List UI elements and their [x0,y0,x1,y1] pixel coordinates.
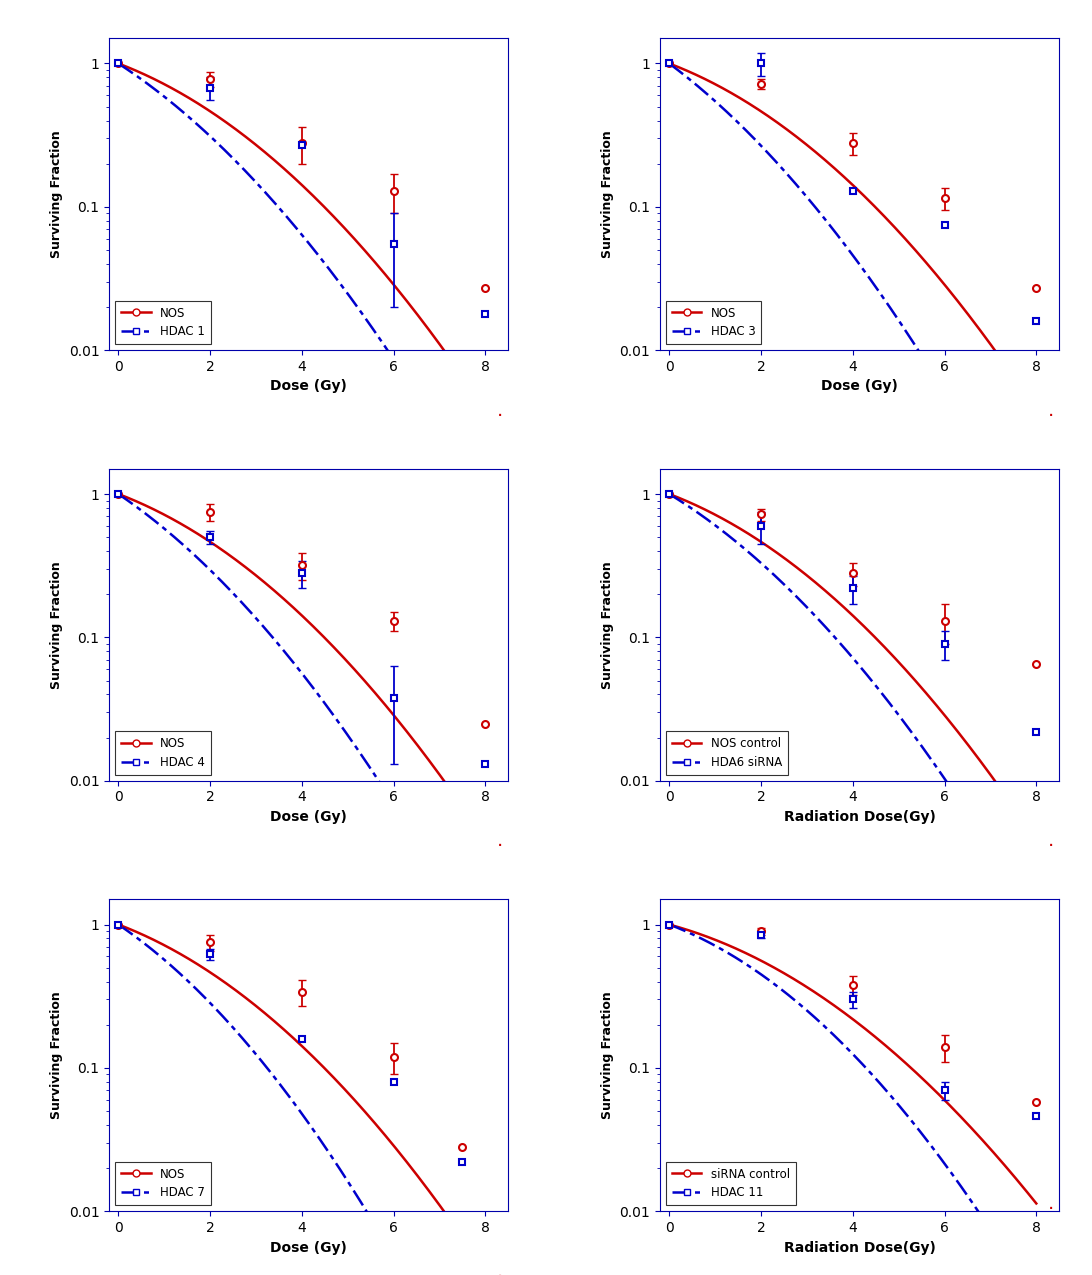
Legend: NOS control, HDA6 siRNA: NOS control, HDA6 siRNA [666,731,788,775]
X-axis label: Dose (Gy): Dose (Gy) [271,810,347,824]
Text: .: . [1047,547,1054,566]
X-axis label: Dose (Gy): Dose (Gy) [271,380,347,394]
Text: .: . [497,952,503,972]
X-axis label: Radiation Dose(Gy): Radiation Dose(Gy) [784,1241,936,1255]
X-axis label: Dose (Gy): Dose (Gy) [821,380,898,394]
X-axis label: Radiation Dose(Gy): Radiation Dose(Gy) [784,810,936,824]
Text: .: . [1047,400,1054,419]
Y-axis label: Surviving Fraction: Surviving Fraction [50,130,63,258]
Y-axis label: Surviving Fraction: Surviving Fraction [50,992,63,1119]
Text: .: . [497,831,503,850]
Y-axis label: Surviving Fraction: Surviving Fraction [601,130,614,258]
Text: .: . [1047,915,1054,935]
Text: .: . [497,400,503,419]
Y-axis label: Surviving Fraction: Surviving Fraction [601,992,614,1119]
Y-axis label: Surviving Fraction: Surviving Fraction [601,561,614,688]
Legend: NOS, HDAC 4: NOS, HDAC 4 [115,731,211,775]
Text: .: . [1047,831,1054,850]
Legend: siRNA control, HDAC 11: siRNA control, HDAC 11 [666,1162,796,1205]
Text: .: . [1047,1193,1054,1213]
Legend: NOS, HDAC 7: NOS, HDAC 7 [115,1162,211,1205]
X-axis label: Dose (Gy): Dose (Gy) [271,1241,347,1255]
Text: .: . [497,1262,503,1275]
Y-axis label: Surviving Fraction: Surviving Fraction [50,561,63,688]
Legend: NOS, HDAC 1: NOS, HDAC 1 [115,301,211,344]
Text: .: . [497,500,503,519]
Legend: NOS, HDAC 3: NOS, HDAC 3 [666,301,761,344]
